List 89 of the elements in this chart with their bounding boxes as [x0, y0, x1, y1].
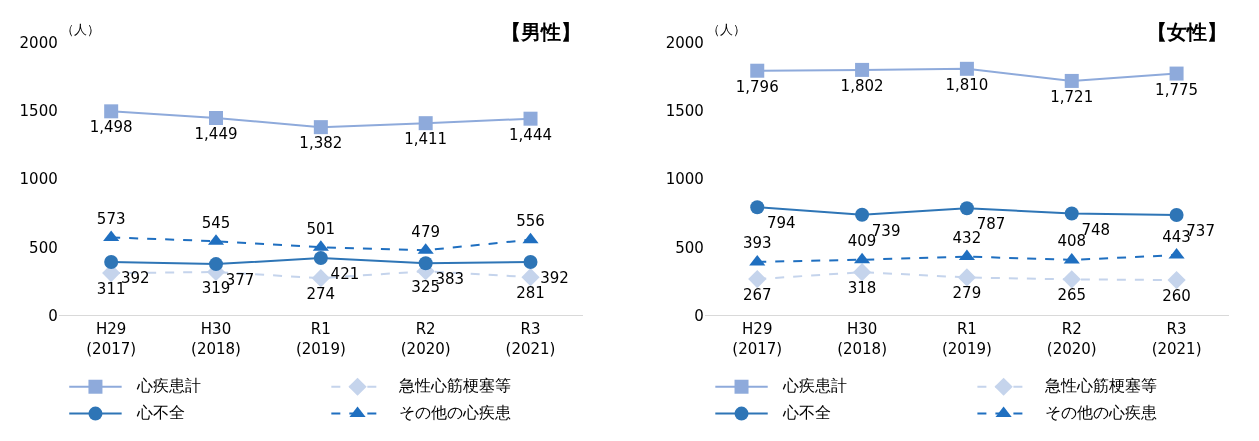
point [750, 63, 765, 78]
point [104, 255, 119, 270]
legend-label: 急性心筋梗塞等 [367, 375, 512, 395]
y-tick-label: 2000 [19, 34, 58, 53]
legend-label: 心不全 [751, 402, 832, 422]
data-label: 432 [952, 229, 982, 248]
y-tick-label: 0 [694, 306, 704, 325]
y-tick-label: 0 [48, 306, 58, 325]
y-axis-title: （人） [61, 22, 100, 37]
data-label: 556 [516, 212, 545, 231]
point [855, 62, 870, 77]
y-tick-label: 1000 [19, 170, 58, 189]
point [1169, 208, 1184, 223]
chart-title: 【女性】 [1147, 20, 1227, 44]
point [209, 257, 224, 272]
data-label: 1,810 [945, 75, 989, 94]
point [854, 252, 871, 264]
data-label: 421 [330, 265, 360, 284]
point [523, 255, 538, 270]
point [958, 249, 975, 261]
x-tick-label: H29 (2017) [86, 320, 137, 358]
x-tick-label: H30 (2018) [837, 320, 888, 358]
data-label: 1,382 [299, 134, 343, 153]
data-label: 1,498 [89, 118, 133, 137]
y-tick-label: 1500 [19, 102, 58, 121]
data-label: 1,449 [194, 125, 238, 144]
data-label: 501 [306, 219, 336, 238]
chart-title: 【男性】 [501, 20, 581, 44]
x-tick-label: H30 (2018) [191, 320, 241, 358]
data-label: 1,802 [840, 76, 884, 95]
data-label: 479 [411, 222, 440, 241]
point [311, 269, 330, 288]
x-tick-label: H29 (2017) [732, 320, 783, 358]
point [959, 61, 974, 76]
data-label: 1,411 [404, 130, 448, 149]
point [418, 256, 433, 271]
point [959, 201, 974, 216]
data-label: 318 [847, 279, 877, 298]
data-label: 260 [1162, 287, 1191, 306]
y-tick-label: 1500 [665, 102, 704, 121]
point [748, 270, 767, 289]
point [313, 251, 328, 266]
y-tick-label: 500 [675, 238, 704, 257]
data-label: 1,721 [1050, 87, 1094, 106]
data-label: 1,775 [1155, 80, 1199, 99]
point [104, 104, 119, 119]
x-tick-label: R1 (2019) [941, 320, 992, 358]
point [1169, 66, 1184, 81]
point [521, 268, 540, 287]
x-tick-label: R2 (2020) [1046, 320, 1097, 358]
point [418, 116, 433, 131]
point [852, 263, 872, 282]
x-tick-label: R3 (2021) [505, 320, 556, 358]
x-tick-label: R2 (2020) [400, 320, 451, 358]
point [209, 111, 224, 126]
point [957, 268, 977, 287]
legend-label: 急性心筋梗塞等 [1013, 375, 1158, 395]
data-label: 267 [742, 286, 772, 305]
y-axis-title: （人） [707, 22, 746, 37]
data-label: 393 [742, 234, 772, 253]
data-label: 545 [201, 213, 231, 232]
point [750, 200, 765, 215]
point [1064, 206, 1079, 221]
legend-label: その他の心疾患 [1013, 402, 1158, 422]
data-label: 279 [952, 284, 982, 303]
point [523, 111, 538, 126]
legend-label: 心疾患計 [105, 375, 202, 395]
point [749, 254, 766, 266]
data-label: 794 [767, 214, 796, 233]
data-label: 265 [1057, 286, 1087, 305]
y-tick-label: 2000 [665, 34, 704, 53]
x-tick-label: R1 (2019) [295, 320, 346, 358]
point [1062, 270, 1081, 289]
data-label: 1,444 [509, 125, 552, 144]
y-tick-label: 500 [29, 238, 58, 257]
point [313, 120, 328, 135]
legend-label: その他の心疾患 [367, 402, 512, 422]
point [1063, 252, 1080, 264]
legend-label: 心疾患計 [751, 375, 848, 395]
data-label: 274 [306, 285, 336, 304]
y-tick-label: 1000 [665, 170, 704, 189]
point [855, 207, 870, 222]
point [522, 232, 539, 244]
data-label: 573 [96, 209, 126, 228]
x-tick-label: R3 (2021) [1151, 320, 1202, 358]
data-label: 1,796 [735, 77, 779, 96]
point [1167, 270, 1186, 290]
legend-label: 心不全 [105, 402, 186, 422]
point [1064, 73, 1079, 88]
